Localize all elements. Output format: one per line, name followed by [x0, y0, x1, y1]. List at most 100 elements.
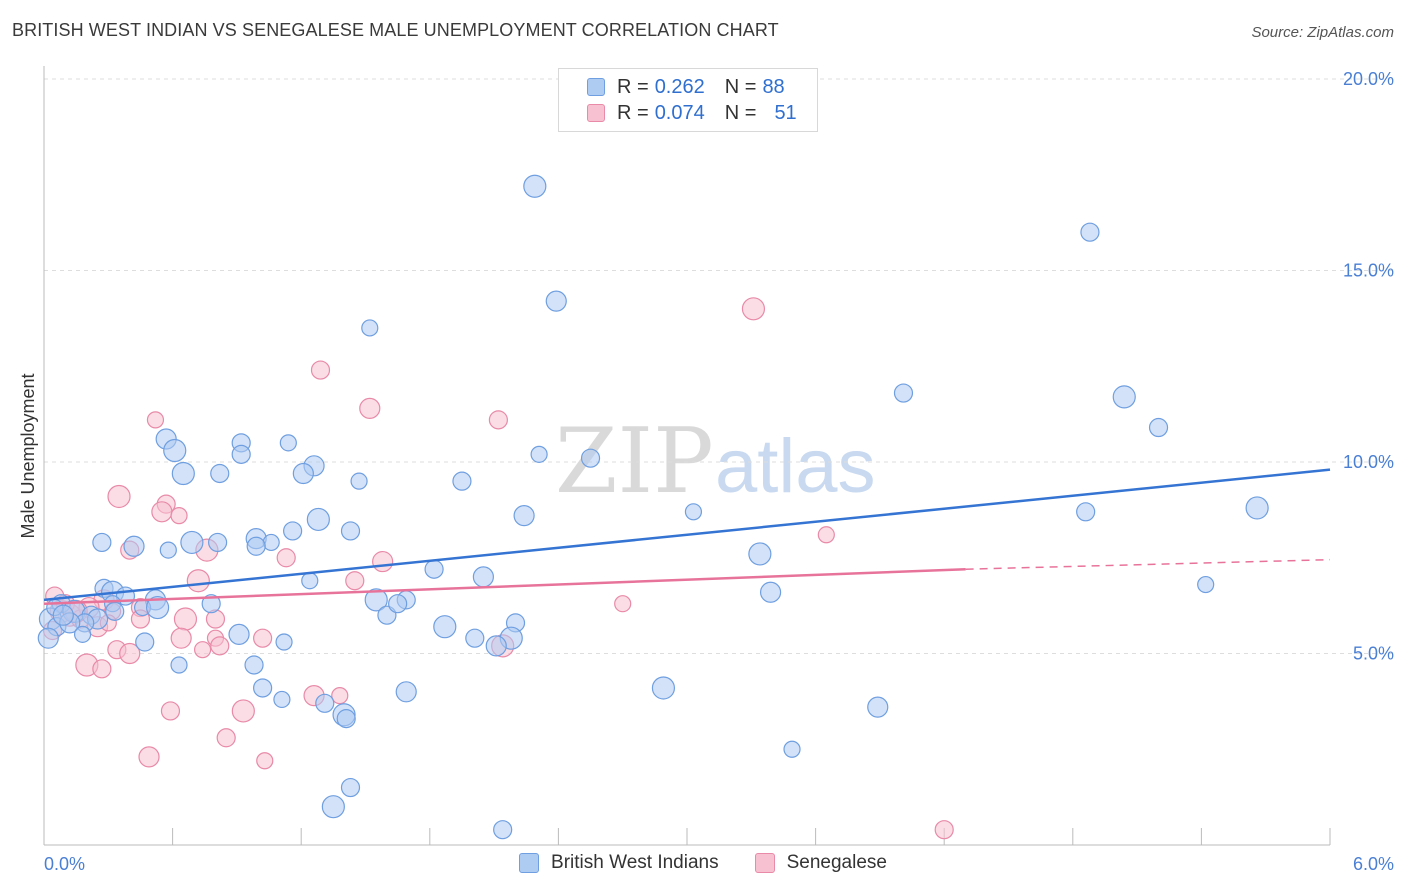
british-west-indian-point [651, 676, 676, 700]
trend-line-british-west-indians [43, 468, 1331, 602]
legend-label: Senegalese [786, 852, 887, 873]
british-west-indian-point [180, 530, 204, 555]
legend-label: British West Indians [551, 852, 719, 873]
british-west-indian-point [388, 594, 408, 614]
senegalese-point [210, 636, 230, 656]
british-west-indian-point [273, 690, 291, 709]
watermark-zip: ZIP [555, 409, 714, 514]
british-west-indian-point [336, 709, 356, 729]
correlation-legend: R = 0.262 N = 88 R = 0.074 N = 51 [558, 68, 818, 132]
y-tick-label: 15.0% [1343, 261, 1394, 281]
senegalese-point [253, 628, 273, 648]
senegalese-point [138, 746, 160, 768]
senegalese-point [331, 687, 349, 705]
senegalese-point [170, 627, 192, 649]
british-west-indian-point [1076, 502, 1096, 522]
legend-row-senegalese: R = 0.074 N = 51 [587, 101, 797, 125]
british-west-indian-point [92, 532, 112, 553]
y-tick-label: 10.0% [1343, 452, 1394, 472]
senegalese-point [256, 752, 274, 770]
british-west-indian-point [123, 535, 145, 557]
british-west-indian-point [228, 623, 250, 645]
british-west-indian-point [465, 628, 485, 648]
senegalese-point [345, 571, 365, 591]
british-west-indian-point [340, 777, 361, 798]
trend-line-senegalese [43, 567, 966, 605]
british-west-indian-point [433, 615, 457, 639]
senegalese-point [934, 820, 954, 840]
source-label: Source: ZipAtlas.com [1251, 24, 1394, 41]
legend-n-label: N = [724, 101, 757, 124]
chart-title: BRITISH WEST INDIAN VS SENEGALESE MALE U… [12, 20, 779, 40]
senegalese-point [614, 595, 632, 613]
british-west-indian-point [208, 532, 228, 553]
british-west-indian-point [231, 444, 251, 464]
british-west-indian-point [759, 581, 782, 603]
british-west-indian-point [350, 472, 368, 490]
senegalese-point [160, 701, 181, 721]
british-west-indian-point [1112, 385, 1136, 409]
british-west-indian-point [73, 625, 92, 643]
british-west-indian-point [523, 174, 547, 198]
legend-row-british-west-indians: R = 0.262 N = 88 [587, 75, 785, 99]
british-west-indian-point [279, 434, 297, 452]
british-west-indian-point [452, 471, 472, 491]
british-west-indian-point [893, 383, 914, 403]
senegalese-point [92, 659, 112, 679]
senegalese-point [107, 484, 131, 509]
british-west-indian-point [201, 594, 221, 614]
british-west-indian-point [513, 505, 535, 527]
series-legend: British West Indians Senegalese [0, 852, 1406, 874]
british-west-indian-point [145, 595, 170, 620]
senegalese-point [359, 397, 381, 419]
legend-item-british-west-indians[interactable]: British West Indians [519, 852, 719, 874]
british-west-indian-point [493, 820, 513, 840]
senegalese-point [216, 728, 236, 748]
legend-r-value: 0.074 [654, 101, 705, 124]
british-west-indian-point [684, 503, 703, 521]
legend-swatch-pink [587, 104, 605, 122]
y-tick-label: 5.0% [1353, 644, 1394, 664]
senegalese-point [146, 411, 165, 429]
british-west-indian-point [105, 601, 125, 621]
legend-item-senegalese[interactable]: Senegalese [754, 852, 887, 874]
grid-lines [44, 78, 1394, 654]
british-west-indian-point [283, 521, 303, 541]
series-british-west-indians [37, 174, 1269, 840]
british-west-indian-point [159, 541, 177, 559]
legend-swatch-pink [754, 853, 775, 873]
senegalese-point [276, 548, 296, 568]
british-west-indian-point [171, 461, 195, 486]
british-west-indian-point [246, 536, 266, 556]
senegalese-point [151, 501, 173, 523]
british-west-indian-point [1245, 496, 1269, 520]
british-west-indian-point [340, 521, 361, 541]
british-west-indian-point [301, 572, 319, 590]
british-west-indian-point [1197, 575, 1215, 594]
british-west-indian-point [315, 693, 335, 713]
british-west-indian-point [472, 566, 494, 588]
british-west-indian-point [783, 740, 801, 758]
senegalese-point [119, 642, 141, 665]
y-axis-label: Male Unemployment [18, 373, 38, 538]
british-west-indian-point [545, 290, 567, 312]
senegalese-point [741, 297, 766, 321]
british-west-indian-point [748, 542, 772, 566]
senegalese-point [194, 641, 212, 659]
senegalese-point [310, 360, 331, 380]
british-west-indian-point [361, 319, 379, 337]
legend-n-label: N = [724, 75, 757, 98]
senegalese-point [231, 699, 255, 723]
y-tick-label: 20.0% [1343, 69, 1394, 89]
legend-r-label: R = [617, 75, 649, 98]
y-tick-labels: 5.0% 10.0% 15.0% 20.0% [1343, 69, 1394, 664]
british-west-indian-point [306, 507, 330, 532]
x-tick-label-max: 6.0% [1353, 854, 1394, 874]
british-west-indian-point [37, 627, 59, 649]
legend-swatch-blue [519, 853, 540, 873]
british-west-indian-point [364, 588, 388, 612]
watermark-atlas: atlas [715, 424, 876, 509]
series-senegalese [42, 297, 954, 840]
legend-n-value: 88 [762, 75, 785, 98]
